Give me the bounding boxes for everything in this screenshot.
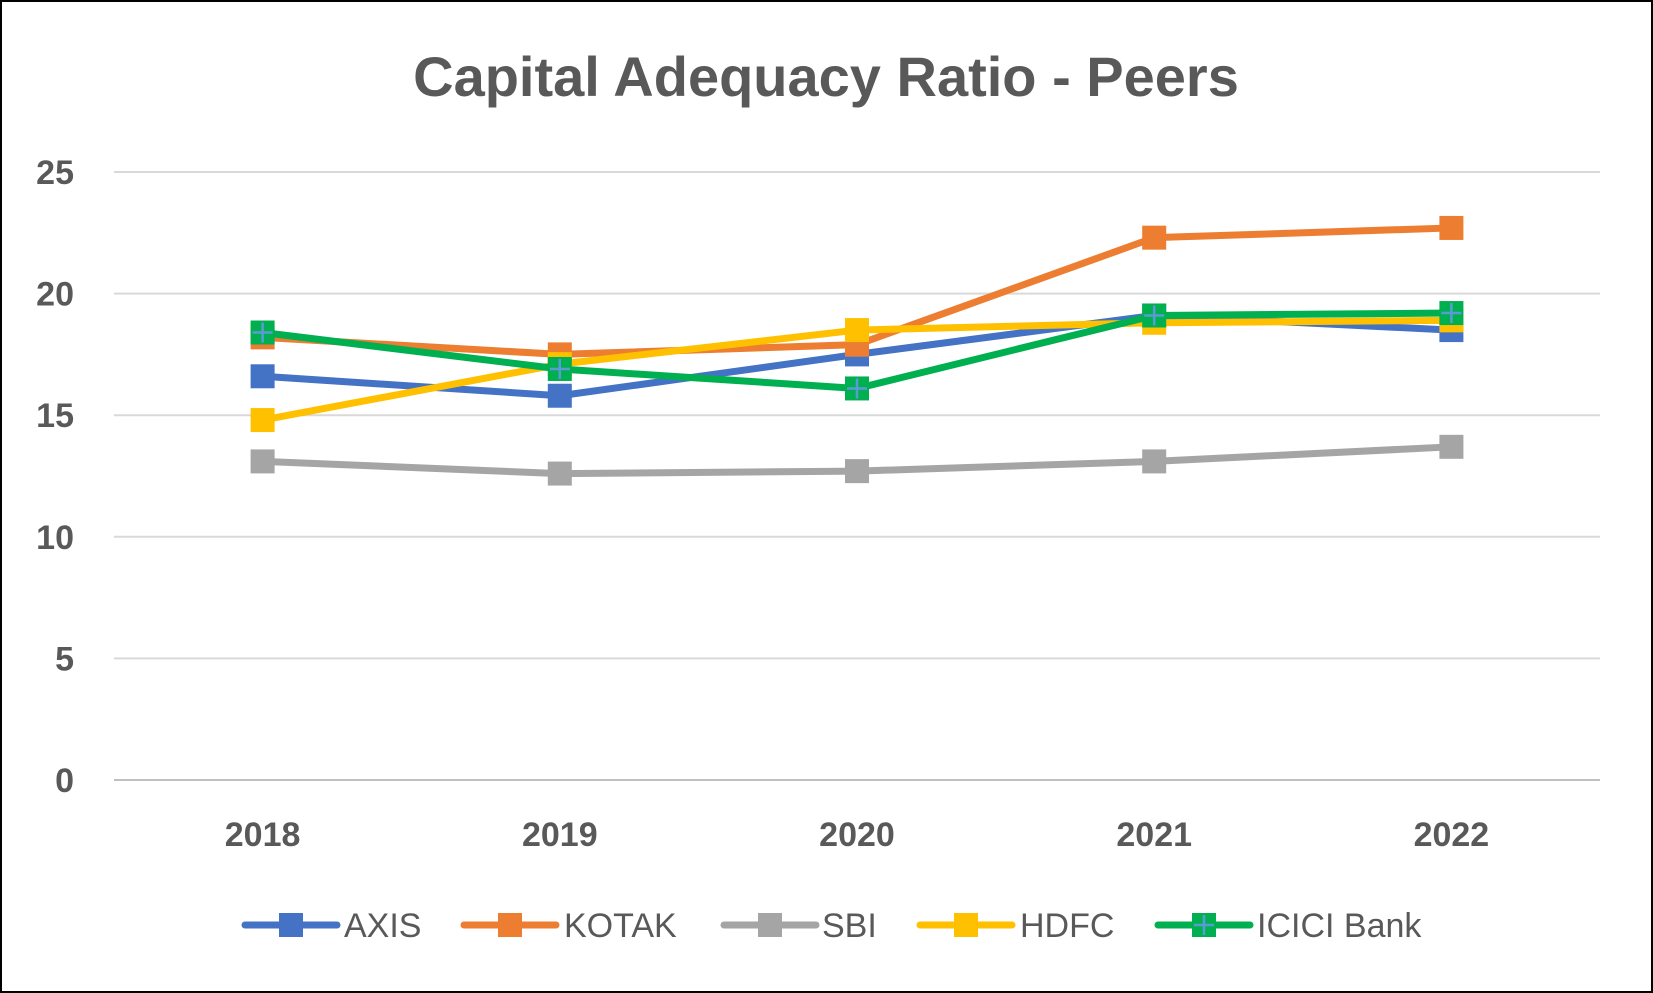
data-point-plus xyxy=(1441,303,1462,324)
x-tick-label: 2021 xyxy=(1116,816,1192,854)
data-point-plus xyxy=(549,358,570,379)
legend-label: AXIS xyxy=(344,907,421,945)
data-point xyxy=(547,383,572,408)
data-point xyxy=(845,318,869,343)
x-tick-label: 2019 xyxy=(522,816,598,854)
legend-label: HDFC xyxy=(1020,907,1114,945)
legend-item-hdfc: HDFC xyxy=(916,907,1114,945)
series-kotak xyxy=(250,215,1464,367)
data-point xyxy=(1439,215,1464,240)
data-point xyxy=(1142,449,1167,474)
data-point xyxy=(547,461,572,486)
legend-marker xyxy=(498,913,522,937)
data-point xyxy=(845,459,869,484)
legend-label: KOTAK xyxy=(564,907,677,945)
data-point xyxy=(250,449,275,474)
y-axis-ticks: 0 5 10 15 20 25 xyxy=(36,154,74,800)
y-tick-label: 0 xyxy=(55,762,74,800)
x-axis-ticks: 2018 2019 2020 2021 2022 xyxy=(225,816,1489,854)
y-tick-label: 20 xyxy=(36,276,74,314)
x-tick-label: 2022 xyxy=(1414,816,1490,854)
legend-item-icici-bank: ICICI Bank xyxy=(1154,907,1422,945)
data-point-plus xyxy=(847,378,867,399)
legend-item-axis: AXIS xyxy=(241,907,421,945)
x-tick-label: 2020 xyxy=(819,816,895,854)
legend-marker-plus xyxy=(1194,915,1214,935)
series-icici-bank xyxy=(250,301,1464,401)
series-group xyxy=(250,215,1464,486)
legend-marker xyxy=(279,913,303,937)
legend-item-sbi: SBI xyxy=(720,907,877,945)
legend-item-kotak: KOTAK xyxy=(460,907,677,945)
y-tick-label: 5 xyxy=(55,640,74,678)
x-tick-label: 2018 xyxy=(225,816,301,854)
legend-label: SBI xyxy=(822,907,877,945)
gridlines xyxy=(114,171,1600,781)
data-point xyxy=(250,364,275,389)
data-point xyxy=(250,408,275,433)
legend-marker xyxy=(954,913,978,937)
data-point-plus xyxy=(1144,305,1165,326)
legend-label: ICICI Bank xyxy=(1257,907,1422,945)
legend-marker xyxy=(758,913,782,937)
chart-title: Capital Adequacy Ratio - Peers xyxy=(413,45,1239,108)
y-tick-label: 25 xyxy=(36,154,74,192)
series-hdfc xyxy=(250,308,1464,433)
data-point xyxy=(1439,434,1464,459)
legend: AXIS KOTAK SBI HDFC ICICI Bank xyxy=(241,907,1422,945)
series-sbi xyxy=(250,434,1464,486)
data-point xyxy=(1142,225,1167,250)
data-point-plus xyxy=(252,322,273,343)
y-tick-label: 10 xyxy=(36,519,74,557)
y-tick-label: 15 xyxy=(36,397,74,435)
